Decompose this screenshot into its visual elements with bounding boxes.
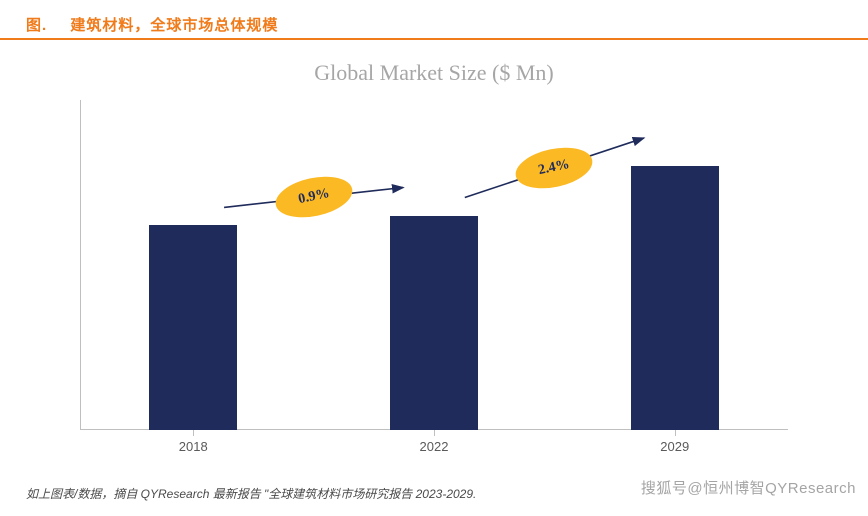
- source-footnote: 如上图表/数据，摘自 QYResearch 最新报告 "全球建筑材料市场研究报告…: [26, 485, 476, 502]
- x-label-2029: 2029: [660, 439, 689, 454]
- x-label-2022: 2022: [420, 439, 449, 454]
- plot-region: 2018202220290.9%2.4%: [80, 100, 788, 430]
- chart-area: Global Market Size ($ Mn) 2018 2022 2029 0.…: [0, 60, 868, 480]
- bar-2022: [390, 216, 478, 431]
- figure-title: 图. 建筑材料，全球市场总体规模: [26, 14, 278, 35]
- x-tick: [434, 430, 435, 436]
- growth-badge: 2.4%: [512, 141, 596, 194]
- title-underline: [0, 38, 868, 40]
- y-axis: [80, 100, 81, 430]
- x-label-2018: 2018: [179, 439, 208, 454]
- figure-text: 建筑材料，全球市场总体规模: [70, 17, 278, 34]
- bar-2029: [631, 166, 719, 430]
- x-tick: [193, 430, 194, 436]
- chart-title: Global Market Size ($ Mn): [0, 60, 868, 86]
- bar-2018: [149, 225, 237, 430]
- watermark: 搜狐号@恒州博智QYResearch: [641, 477, 856, 498]
- figure-prefix: 图.: [26, 17, 47, 34]
- growth-badge: 0.9%: [272, 171, 356, 224]
- x-tick: [675, 430, 676, 436]
